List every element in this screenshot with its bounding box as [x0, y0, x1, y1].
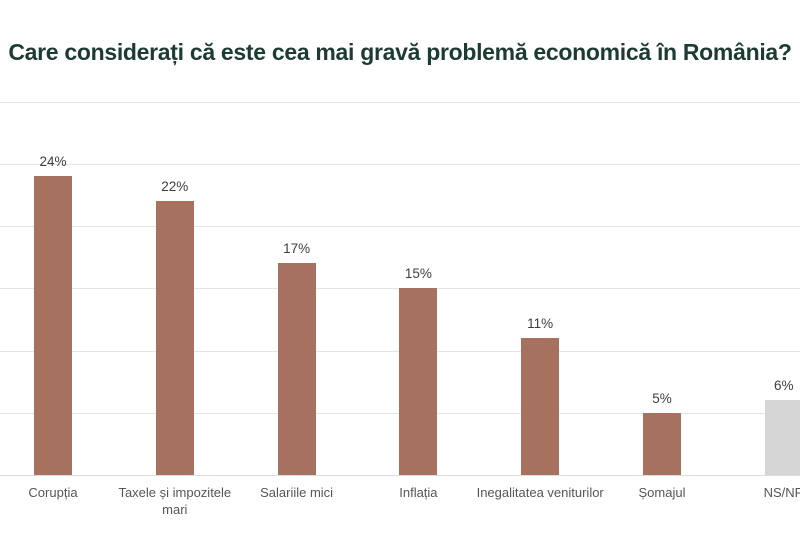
- category-label-2: Taxele și impozitele mari: [118, 485, 232, 517]
- bar-2: [155, 201, 194, 475]
- x-axis-line: [0, 475, 800, 476]
- bar-value-label-6: 5%: [652, 390, 672, 406]
- category-label-4: Inflația: [399, 485, 438, 500]
- bar-value-label-1: 24%: [39, 154, 67, 170]
- gridline-25: [0, 163, 800, 165]
- bar-3: [277, 263, 316, 475]
- category-label-1: Corupția: [28, 485, 78, 500]
- gridline-30: [0, 101, 800, 103]
- category-label-5: Inegalitatea veniturilor: [476, 485, 604, 500]
- gridline-20: [0, 226, 800, 227]
- category-label-3: Salariile mici: [260, 485, 334, 500]
- category-label-7: NS/NR: [763, 485, 800, 500]
- bar-1: [34, 176, 72, 475]
- bar-4: [399, 288, 438, 475]
- bar-value-label-4: 15%: [404, 266, 432, 282]
- bar-7: [764, 400, 800, 475]
- category-label-6: Șomajul: [638, 485, 686, 500]
- bar-value-label-7: 6%: [774, 378, 794, 394]
- bar-value-label-3: 17%: [283, 241, 311, 257]
- bar-value-label-2: 22%: [161, 179, 189, 195]
- bar-value-label-5: 11%: [527, 316, 554, 332]
- chart-title: Care considerați că este cea mai gravă p…: [8, 39, 792, 65]
- bar-5: [521, 338, 560, 475]
- bar-6: [643, 412, 681, 475]
